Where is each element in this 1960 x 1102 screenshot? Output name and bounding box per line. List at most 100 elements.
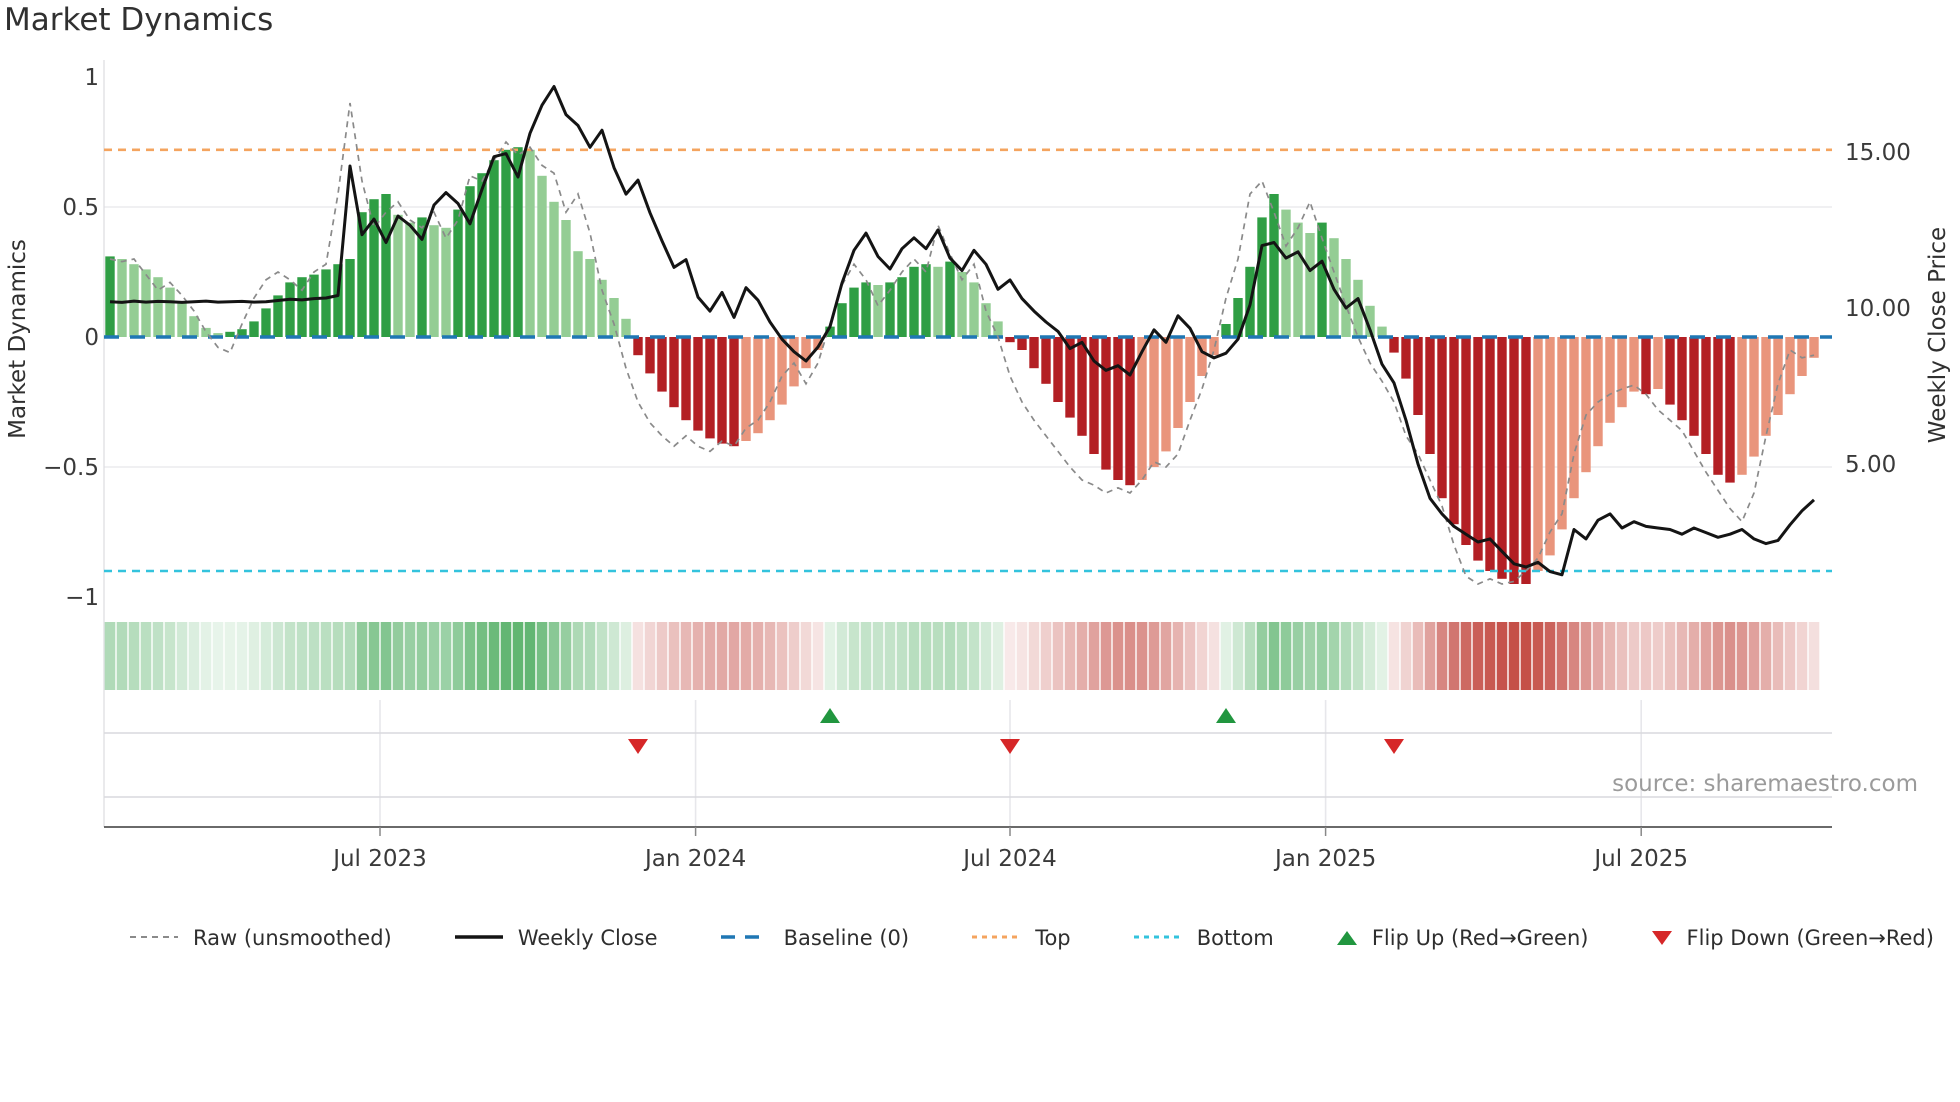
oscillator-bar	[537, 175, 547, 337]
oscillator-bar	[393, 214, 403, 337]
heatmap-cell	[1280, 622, 1292, 690]
heatmap-cell	[344, 622, 356, 690]
oscillator-bar	[1785, 337, 1795, 395]
heatmap-cell	[524, 622, 536, 690]
oscillator-bar	[969, 282, 979, 337]
oscillator-bar	[189, 316, 199, 337]
dot-cyan-icon	[1133, 935, 1182, 939]
oscillator-bar	[621, 318, 631, 337]
oscillator-bar	[669, 337, 679, 408]
heatmap-cell	[1304, 622, 1316, 690]
oscillator-bar	[909, 266, 919, 337]
heatmap-cell	[1340, 622, 1352, 690]
heatmap-cell	[1472, 622, 1484, 690]
heatmap-cell	[1148, 622, 1160, 690]
oscillator-bar	[333, 264, 343, 337]
source-annotation: source: sharemaestro.com	[1612, 771, 1918, 797]
heatmap-cell	[104, 622, 116, 690]
heatmap-cell	[200, 622, 212, 690]
oscillator-bar	[1053, 337, 1063, 402]
heatmap-cell	[1268, 622, 1280, 690]
heatmap-cell	[1112, 622, 1124, 690]
oscillator-bar	[1293, 222, 1303, 337]
left-tick-label: 0.5	[62, 195, 99, 221]
heatmap-cell	[872, 622, 884, 690]
oscillator-bar	[549, 201, 559, 337]
heatmap-cell	[692, 622, 704, 690]
oscillator-bar	[225, 331, 235, 337]
heatmap-cell	[800, 622, 812, 690]
heatmap-cell	[980, 622, 992, 690]
heatmap-cell	[1592, 622, 1604, 690]
heatmap-cell	[1652, 622, 1664, 690]
oscillator-bar	[1365, 305, 1375, 337]
heatmap-cell	[1172, 622, 1184, 690]
oscillator-bar	[885, 282, 895, 337]
oscillator-bar	[273, 295, 283, 337]
oscillator-bar	[417, 217, 427, 337]
heatmap-cell	[968, 622, 980, 690]
legend-label: Bottom	[1196, 926, 1274, 950]
heatmap-cell	[1460, 622, 1472, 690]
legend-item-dot-orange: Top	[970, 926, 1071, 950]
oscillator-bar	[1221, 324, 1231, 337]
heatmap-cell	[488, 622, 500, 690]
page-title: Market Dynamics	[4, 2, 274, 38]
oscillator-bar	[1101, 337, 1111, 470]
heatmap-cell	[1496, 622, 1508, 690]
heatmap-cell	[1184, 622, 1196, 690]
oscillator-bar	[1677, 337, 1687, 421]
oscillator-bar	[1773, 337, 1783, 415]
legend-label: Top	[1035, 926, 1071, 950]
heatmap-cell	[440, 622, 452, 690]
oscillator-bar	[1005, 337, 1015, 343]
heatmap-cell	[668, 622, 680, 690]
legend-item-dash-blue: Baseline (0)	[719, 926, 909, 950]
oscillator-bar	[993, 321, 1003, 337]
legend-label: Flip Up (Red→Green)	[1371, 926, 1589, 950]
heatmap-cell	[956, 622, 968, 690]
right-tick-label: 10.00	[1845, 296, 1911, 322]
oscillator-bar	[1605, 337, 1615, 423]
oscillator-bar	[1737, 337, 1747, 475]
heatmap-cell	[224, 622, 236, 690]
oscillator-bar	[297, 277, 307, 337]
heatmap-cell	[1100, 622, 1112, 690]
heatmap-cell	[704, 622, 716, 690]
tri-down-icon	[1651, 931, 1672, 945]
oscillator-bar	[1077, 337, 1087, 436]
oscillator-bar	[1029, 337, 1039, 369]
oscillator-bar	[429, 225, 439, 337]
heatmap-cell	[320, 622, 332, 690]
heatmap-cell	[140, 622, 152, 690]
oscillator-bar	[1701, 337, 1711, 454]
weekly-close-line	[109, 85, 1816, 577]
oscillator-bar	[1653, 337, 1663, 389]
oscillator-bar	[345, 259, 355, 337]
oscillator-bar	[1521, 337, 1531, 584]
left-tick-label: 1	[84, 65, 99, 91]
oscillator-bar	[837, 303, 847, 337]
heatmap-cell	[1784, 622, 1796, 690]
heatmap-cell	[584, 622, 596, 690]
oscillator-bar	[261, 308, 271, 337]
heatmap-cell	[764, 622, 776, 690]
oscillator-bar	[1449, 337, 1459, 525]
heatmap-cell	[1244, 622, 1256, 690]
oscillator-bar	[441, 227, 451, 337]
heatmap-cell	[752, 622, 764, 690]
oscillator-bar	[1377, 326, 1387, 337]
flip-up-marker	[820, 708, 840, 723]
heatmap-cell	[236, 622, 248, 690]
heatmap-cell	[1052, 622, 1064, 690]
heatmap-cell	[1712, 622, 1724, 690]
heatmap-cell	[1664, 622, 1676, 690]
oscillator-bar	[201, 327, 211, 337]
oscillator-bar	[1725, 337, 1735, 483]
heatmap-cell	[1544, 622, 1556, 690]
legend-label: Flip Down (Green→Red)	[1686, 926, 1934, 950]
oscillator-bar	[1185, 337, 1195, 402]
heatmap-cell	[1688, 622, 1700, 690]
oscillator-bar	[657, 337, 667, 392]
